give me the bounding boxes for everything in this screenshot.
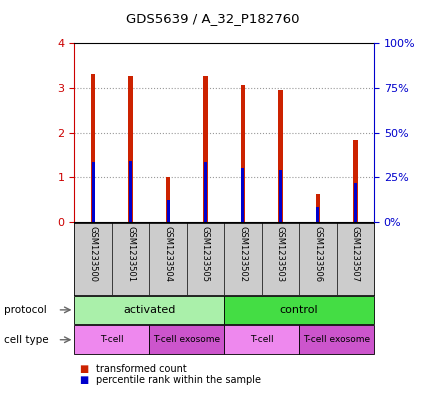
Bar: [166, 177, 170, 222]
Text: ■: ■: [79, 375, 88, 386]
Text: protocol: protocol: [4, 305, 47, 315]
Text: GDS5639 / A_32_P182760: GDS5639 / A_32_P182760: [126, 12, 299, 25]
Bar: [316, 207, 319, 222]
Bar: [299, 325, 374, 354]
Bar: [241, 167, 244, 222]
Text: GSM1233501: GSM1233501: [126, 226, 135, 283]
Text: GSM1233503: GSM1233503: [276, 226, 285, 283]
Text: GSM1233504: GSM1233504: [164, 226, 173, 283]
Bar: [316, 194, 320, 222]
Text: control: control: [280, 305, 318, 315]
Bar: [74, 325, 149, 354]
Bar: [167, 200, 170, 222]
Bar: [224, 296, 374, 324]
Text: GSM1233506: GSM1233506: [313, 226, 322, 283]
Text: GSM1233502: GSM1233502: [238, 226, 247, 283]
Text: cell type: cell type: [4, 335, 49, 345]
Text: GSM1233500: GSM1233500: [88, 226, 98, 283]
Bar: [74, 296, 224, 324]
Bar: [149, 325, 224, 354]
Bar: [128, 76, 133, 222]
Text: ■: ■: [79, 364, 88, 374]
Bar: [279, 170, 282, 222]
Text: T-cell exosome: T-cell exosome: [153, 335, 220, 344]
Text: GSM1233505: GSM1233505: [201, 226, 210, 283]
Text: activated: activated: [123, 305, 176, 315]
Text: T-cell exosome: T-cell exosome: [303, 335, 370, 344]
Bar: [241, 85, 245, 222]
Bar: [353, 140, 357, 222]
Text: percentile rank within the sample: percentile rank within the sample: [96, 375, 261, 386]
Bar: [203, 76, 208, 222]
Bar: [354, 183, 357, 222]
Bar: [91, 73, 95, 222]
Bar: [129, 161, 132, 222]
Bar: [204, 162, 207, 222]
Bar: [224, 325, 299, 354]
Text: GSM1233507: GSM1233507: [351, 226, 360, 283]
Bar: [278, 90, 283, 222]
Text: transformed count: transformed count: [96, 364, 187, 374]
Text: T-cell: T-cell: [100, 335, 124, 344]
Bar: [92, 162, 95, 222]
Text: T-cell: T-cell: [250, 335, 273, 344]
